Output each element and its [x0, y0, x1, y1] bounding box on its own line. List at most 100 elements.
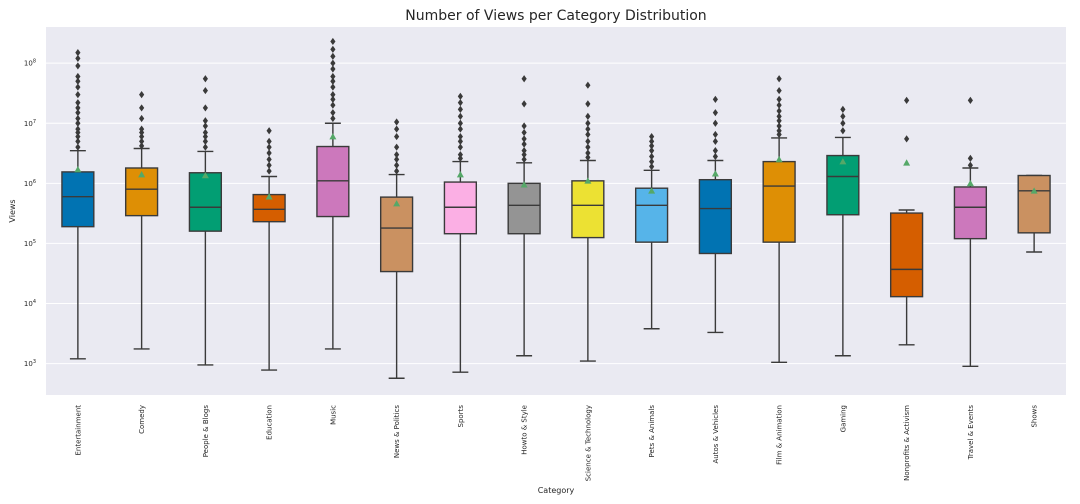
box-group [61, 48, 95, 360]
outlier-point [202, 143, 208, 151]
y-tick-exponent: 5 [33, 239, 36, 245]
box-group [316, 37, 350, 350]
box-group [188, 75, 223, 366]
outlier-point [330, 72, 336, 81]
y-tick-base: 10 [24, 180, 33, 188]
x-tick-label: Nonprofits & Activism [903, 405, 911, 481]
box-group [762, 75, 796, 364]
mean-marker [775, 155, 783, 163]
y-tick-base: 10 [24, 300, 33, 308]
box-group [1017, 174, 1051, 253]
y-tick-base: 10 [24, 60, 33, 68]
outlier-point [75, 114, 81, 123]
outlier-point [266, 155, 272, 164]
outlier-point [202, 104, 208, 112]
outlier-point [330, 90, 336, 99]
outlier-point [840, 105, 846, 114]
outlier-point [394, 167, 400, 175]
outlier-point [75, 83, 81, 91]
outlier-point [457, 119, 463, 127]
outlier-point [712, 95, 718, 103]
outlier-point [521, 75, 527, 83]
box-group [124, 90, 159, 350]
outlier-point [904, 96, 910, 105]
outlier-point [776, 127, 782, 135]
y-tick-label: 107 [24, 119, 36, 128]
box [507, 182, 541, 235]
outlier-point [585, 112, 591, 121]
outlier-point [330, 59, 336, 67]
x-axis-label: Category [538, 486, 575, 495]
y-tick-label: 108 [24, 59, 36, 68]
outlier-point [75, 125, 81, 133]
outlier-point [585, 153, 591, 162]
outlier-point [394, 155, 400, 164]
mean-marker [1030, 187, 1038, 194]
outlier-point [75, 119, 81, 127]
y-tick-base: 10 [24, 120, 33, 128]
box-group [953, 96, 988, 368]
outlier-point [776, 101, 782, 109]
outlier-point [75, 72, 81, 81]
box-group [379, 118, 414, 379]
box [1017, 174, 1051, 234]
outlier-point [457, 112, 463, 121]
outlier-point [266, 127, 272, 135]
outlier-point [75, 104, 81, 112]
x-tick-label: Autos & Vehicles [712, 405, 720, 464]
outlier-point [585, 143, 591, 151]
box-group [634, 132, 669, 330]
outlier-point [457, 99, 463, 107]
y-tick-base: 10 [24, 360, 33, 368]
outlier-point [394, 132, 400, 141]
outlier-point [394, 125, 400, 133]
outlier-point [266, 137, 272, 145]
box-group [252, 127, 286, 371]
outlier-point [585, 130, 591, 139]
outlier-point [139, 114, 145, 123]
outlier-point [585, 125, 591, 133]
outlier-point [776, 86, 782, 95]
outlier-point [75, 77, 81, 85]
outlier-point [776, 95, 782, 103]
y-tick-label: 106 [24, 179, 36, 188]
y-tick-exponent: 6 [33, 179, 36, 185]
outlier-point [457, 151, 463, 159]
outlier-point [139, 104, 145, 112]
outlier-point [649, 162, 655, 171]
y-tick-label: 103 [24, 359, 36, 368]
box [889, 212, 924, 298]
y-tick-exponent: 8 [33, 59, 36, 65]
outlier-point [139, 132, 145, 141]
outlier-point [202, 137, 208, 145]
outlier-point [266, 161, 272, 169]
outlier-point [75, 54, 81, 63]
outlier-point [585, 100, 591, 108]
outlier-point [457, 137, 463, 145]
outlier-point [776, 112, 782, 121]
y-tick-label: 104 [24, 299, 36, 308]
outlier-point [521, 128, 527, 137]
outlier-point [75, 90, 81, 99]
outlier-point [266, 143, 272, 151]
box-group [698, 95, 733, 334]
outlier-point [330, 52, 336, 60]
outlier-point [457, 154, 463, 163]
outlier-point [585, 149, 591, 157]
outlier-point [139, 142, 145, 150]
outlier-point [649, 142, 655, 150]
outlier-point [521, 140, 527, 148]
outlier-point [457, 105, 463, 114]
outlier-point [840, 112, 846, 121]
mean-marker [138, 171, 146, 178]
outlier-point [776, 117, 782, 125]
outlier-point [712, 119, 718, 127]
box [61, 171, 95, 228]
outlier-point [712, 130, 718, 139]
outlier-point [712, 147, 718, 155]
outlier-point [139, 90, 145, 99]
outlier-point [967, 154, 973, 163]
outlier-point [840, 127, 846, 135]
